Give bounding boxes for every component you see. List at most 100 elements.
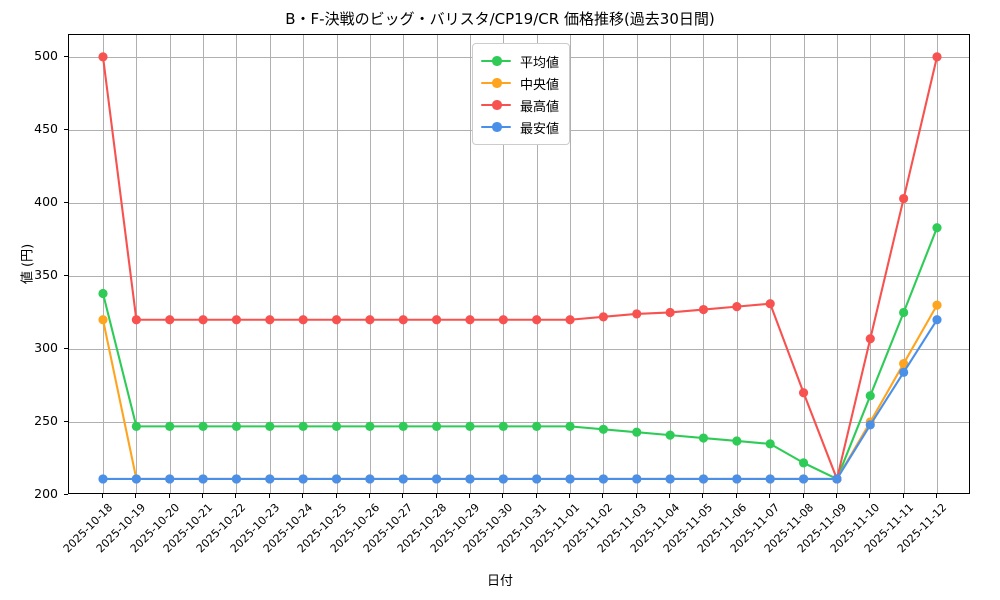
x-axis-tick-mark [335,494,337,498]
data-point [532,315,542,325]
data-point [698,474,709,484]
data-point [798,474,809,484]
data-point [298,421,308,431]
x-axis-tick-mark [902,494,904,498]
data-point [665,430,675,440]
data-point [865,391,875,401]
data-point [532,421,542,431]
legend-item-3[interactable]: 最高値 [481,94,559,116]
x-axis-tick-mark [835,494,837,498]
gridline-vertical [603,35,605,493]
data-point [131,421,141,431]
data-point [765,439,775,449]
data-point [165,315,175,325]
data-point [365,474,375,484]
legend-marker-icon [492,100,502,110]
data-point [265,474,275,484]
gridline-vertical [770,35,772,493]
y-axis-tick-label: 500 [34,47,58,63]
gridline-vertical [303,35,305,493]
x-axis-tick-mark [602,494,604,498]
gridline-vertical [369,35,371,493]
legend-item-4[interactable]: 最安値 [481,116,559,138]
data-point [498,421,508,431]
y-axis-tick-label: 250 [34,412,58,428]
series-line [101,304,939,480]
data-point [131,315,141,325]
series-2 [98,300,942,484]
data-point [899,358,909,369]
data-point [632,474,642,484]
data-point [765,299,775,309]
data-point [832,474,842,484]
legend-item-1[interactable]: 平均値 [481,50,559,72]
data-point [331,315,342,325]
x-axis-tick-mark [735,494,737,498]
gridline-vertical [937,35,938,493]
x-axis-tick-mark [235,494,237,498]
data-point [198,421,208,431]
series-layer [98,52,942,484]
gridline-vertical [503,35,505,493]
x-axis-tick-mark [168,494,170,498]
gridline-vertical [336,35,338,493]
data-point [598,424,609,434]
data-point [632,309,642,319]
data-point [899,193,909,204]
data-point [231,421,242,431]
legend-marker-icon [492,78,502,88]
data-point [665,474,675,484]
legend-item-2[interactable]: 中央値 [481,72,559,94]
legend-swatch-icon [481,54,511,68]
data-point [565,315,575,325]
x-axis-tick-mark [669,494,671,498]
legend-label: 最高値 [520,99,560,115]
chart-title: B・F-決戦のビッグ・バリスタ/CP19/CR 価格推移(過去30日間) [285,10,715,28]
data-point [231,315,242,325]
series-line [101,55,939,480]
y-axis-tick-mark [64,128,68,130]
data-point [932,315,942,325]
data-point [265,315,275,325]
data-point [932,52,942,62]
data-point [732,436,742,446]
data-point [732,302,742,312]
gridline-vertical [736,35,738,493]
data-point [365,315,375,325]
gridline-vertical [836,35,838,493]
data-point [432,315,442,325]
gridline-horizontal [69,421,969,423]
data-point [398,315,408,325]
x-axis-tick-mark [102,494,103,498]
plot-area [68,34,970,494]
data-point [432,474,442,484]
data-point [465,421,475,431]
x-axis-tick-mark [569,494,571,498]
gridline-vertical [636,35,638,493]
gridline-vertical [469,35,471,493]
legend-label: 平均値 [520,55,560,71]
data-point [598,474,609,484]
data-point [131,474,141,484]
data-point [932,223,942,233]
legend-label: 最安値 [520,121,560,137]
data-point [565,421,575,431]
series-line [101,318,939,480]
data-point [865,420,875,430]
data-point [932,300,942,310]
x-axis-tick-mark [468,494,470,498]
y-axis-tick-mark [64,55,68,57]
data-point [98,52,108,62]
y-axis-tick-label: 450 [34,120,58,136]
legend-marker-icon [492,56,502,66]
series-4 [98,315,942,484]
data-point [798,458,809,468]
data-point [98,288,108,299]
data-point [865,334,875,344]
x-axis-tick-mark [368,494,370,498]
data-point [565,474,575,484]
y-axis-tick-label: 350 [34,266,58,282]
y-axis-tick-mark [64,494,68,495]
data-point [899,307,909,318]
x-axis-tick-mark [802,494,804,498]
